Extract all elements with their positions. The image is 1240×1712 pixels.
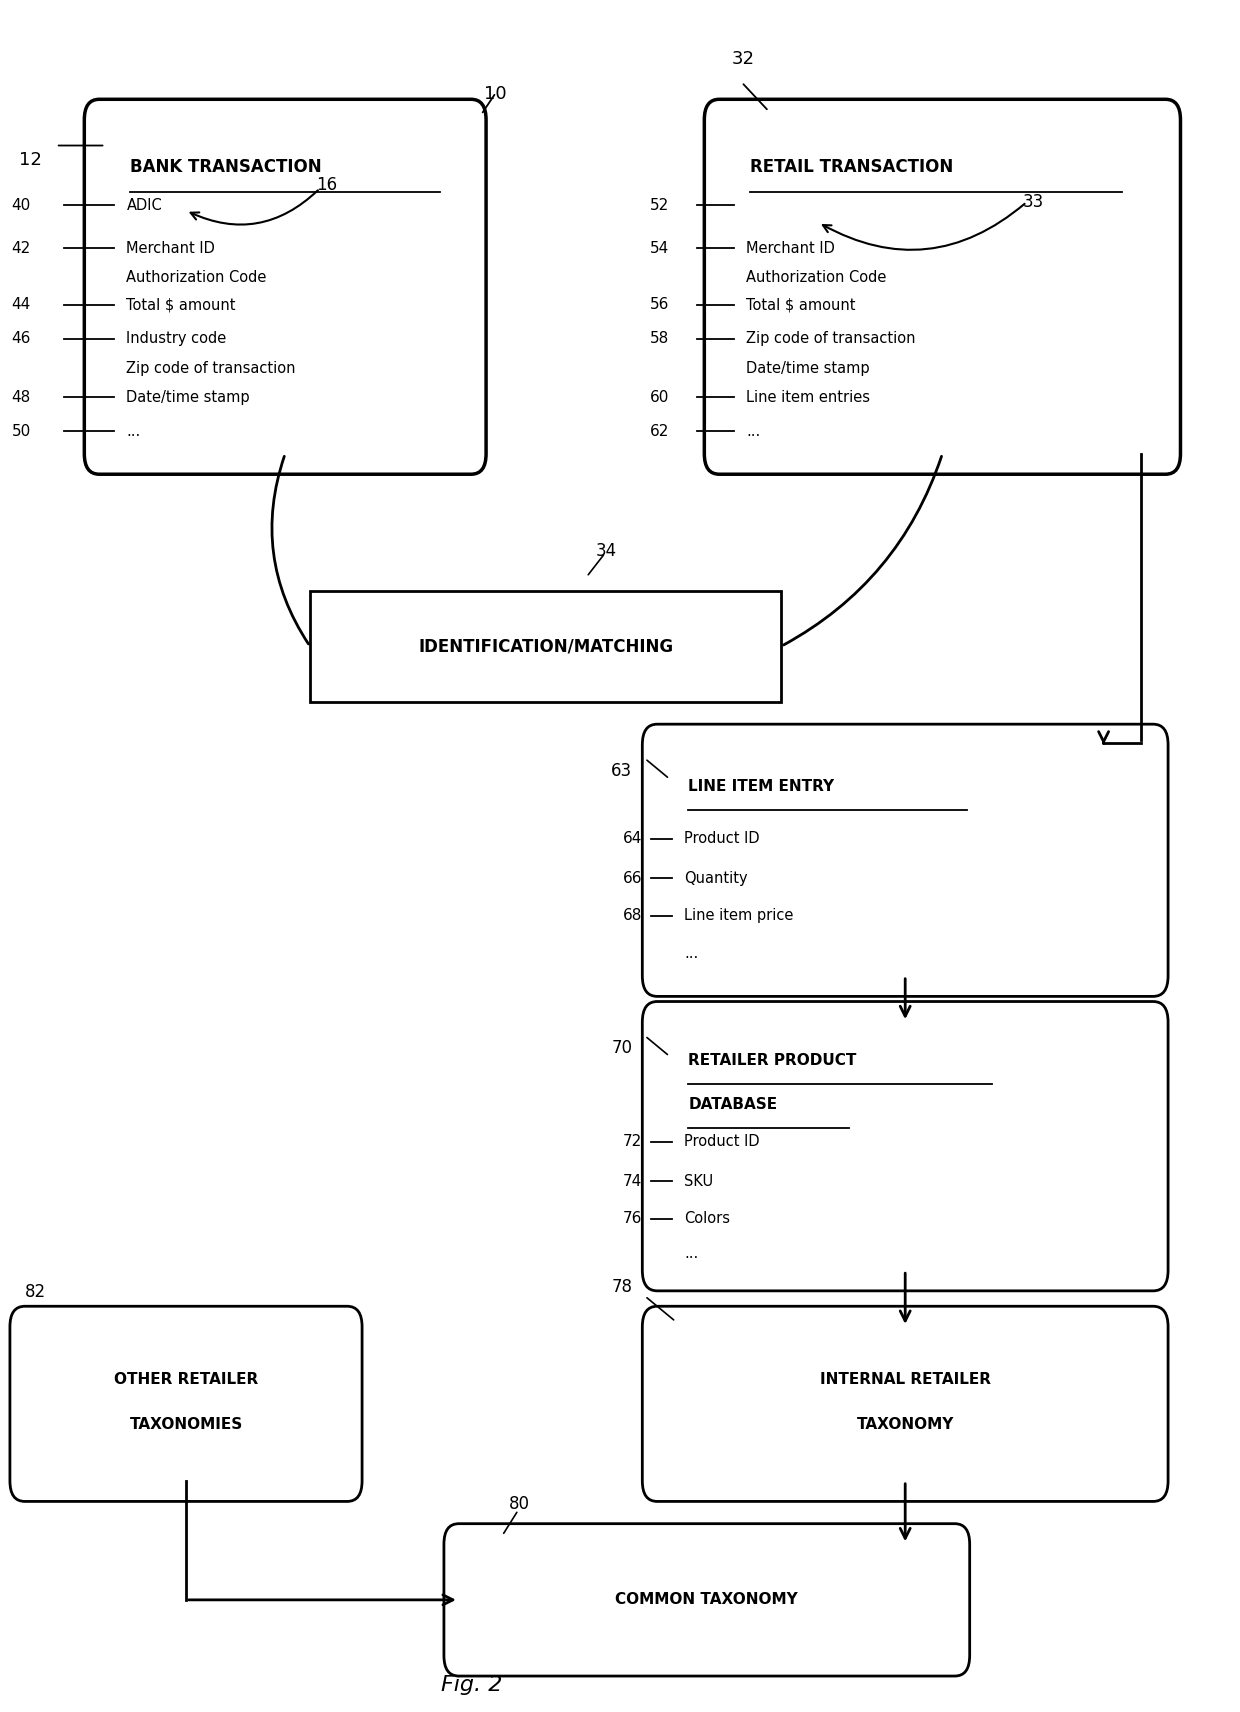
- Text: 74: 74: [622, 1174, 642, 1188]
- Text: SKU: SKU: [684, 1174, 713, 1188]
- Text: 82: 82: [25, 1282, 46, 1301]
- Text: 12: 12: [19, 151, 41, 169]
- FancyBboxPatch shape: [10, 1306, 362, 1501]
- Text: Total $ amount: Total $ amount: [746, 298, 856, 312]
- Bar: [310, 591, 781, 702]
- Text: DATABASE: DATABASE: [688, 1097, 777, 1113]
- Text: 52: 52: [650, 199, 670, 212]
- Text: IDENTIFICATION/MATCHING: IDENTIFICATION/MATCHING: [418, 637, 673, 656]
- FancyBboxPatch shape: [84, 99, 486, 474]
- Text: INTERNAL RETAILER: INTERNAL RETAILER: [820, 1373, 991, 1387]
- Text: Product ID: Product ID: [684, 1135, 760, 1149]
- Text: 10: 10: [484, 84, 506, 103]
- Text: Zip code of transaction: Zip code of transaction: [746, 332, 916, 346]
- Text: 60: 60: [650, 390, 670, 404]
- Text: ...: ...: [746, 425, 760, 438]
- Text: 16: 16: [316, 176, 337, 193]
- Text: Product ID: Product ID: [684, 832, 760, 846]
- Text: Colors: Colors: [684, 1212, 730, 1226]
- Text: 32: 32: [732, 50, 755, 68]
- Text: 63: 63: [611, 762, 632, 781]
- Text: 40: 40: [11, 199, 31, 212]
- Text: ...: ...: [684, 1246, 698, 1260]
- Text: Authorization Code: Authorization Code: [746, 270, 887, 284]
- Text: Date/time stamp: Date/time stamp: [746, 361, 870, 375]
- Text: 62: 62: [650, 425, 670, 438]
- Text: TAXONOMY: TAXONOMY: [857, 1418, 954, 1431]
- Text: 66: 66: [622, 871, 642, 885]
- Text: Merchant ID: Merchant ID: [126, 241, 216, 255]
- Text: BANK TRANSACTION: BANK TRANSACTION: [130, 158, 322, 176]
- Text: 42: 42: [11, 241, 31, 255]
- Text: 56: 56: [650, 298, 670, 312]
- Text: LINE ITEM ENTRY: LINE ITEM ENTRY: [688, 779, 835, 794]
- Text: Date/time stamp: Date/time stamp: [126, 390, 250, 404]
- Text: Industry code: Industry code: [126, 332, 227, 346]
- Text: Line item entries: Line item entries: [746, 390, 870, 404]
- Text: 78: 78: [611, 1277, 632, 1296]
- Text: 46: 46: [11, 332, 31, 346]
- FancyBboxPatch shape: [444, 1524, 970, 1676]
- Text: Fig. 2: Fig. 2: [440, 1674, 502, 1695]
- Text: Merchant ID: Merchant ID: [746, 241, 836, 255]
- Text: COMMON TAXONOMY: COMMON TAXONOMY: [615, 1592, 799, 1608]
- Text: 54: 54: [650, 241, 670, 255]
- Text: ...: ...: [684, 947, 698, 960]
- Text: 50: 50: [11, 425, 31, 438]
- Text: Authorization Code: Authorization Code: [126, 270, 267, 284]
- FancyBboxPatch shape: [642, 1306, 1168, 1501]
- Text: 33: 33: [1023, 193, 1044, 211]
- Text: 80: 80: [508, 1495, 529, 1513]
- Text: Quantity: Quantity: [684, 871, 748, 885]
- Text: 72: 72: [622, 1135, 642, 1149]
- Text: RETAIL TRANSACTION: RETAIL TRANSACTION: [750, 158, 954, 176]
- Text: RETAILER PRODUCT: RETAILER PRODUCT: [688, 1053, 857, 1068]
- Text: 48: 48: [11, 390, 31, 404]
- FancyBboxPatch shape: [642, 1002, 1168, 1291]
- Text: 68: 68: [622, 909, 642, 923]
- Text: 76: 76: [622, 1212, 642, 1226]
- FancyBboxPatch shape: [704, 99, 1180, 474]
- Text: 44: 44: [11, 298, 31, 312]
- Text: Total $ amount: Total $ amount: [126, 298, 236, 312]
- Text: 58: 58: [650, 332, 670, 346]
- FancyBboxPatch shape: [642, 724, 1168, 996]
- Text: ...: ...: [126, 425, 140, 438]
- Text: 70: 70: [611, 1039, 632, 1058]
- Text: Line item price: Line item price: [684, 909, 794, 923]
- Text: OTHER RETAILER: OTHER RETAILER: [114, 1373, 258, 1387]
- Text: ADIC: ADIC: [126, 199, 162, 212]
- Text: 64: 64: [622, 832, 642, 846]
- Text: 34: 34: [595, 541, 616, 560]
- Text: Zip code of transaction: Zip code of transaction: [126, 361, 296, 375]
- Text: TAXONOMIES: TAXONOMIES: [129, 1418, 243, 1431]
